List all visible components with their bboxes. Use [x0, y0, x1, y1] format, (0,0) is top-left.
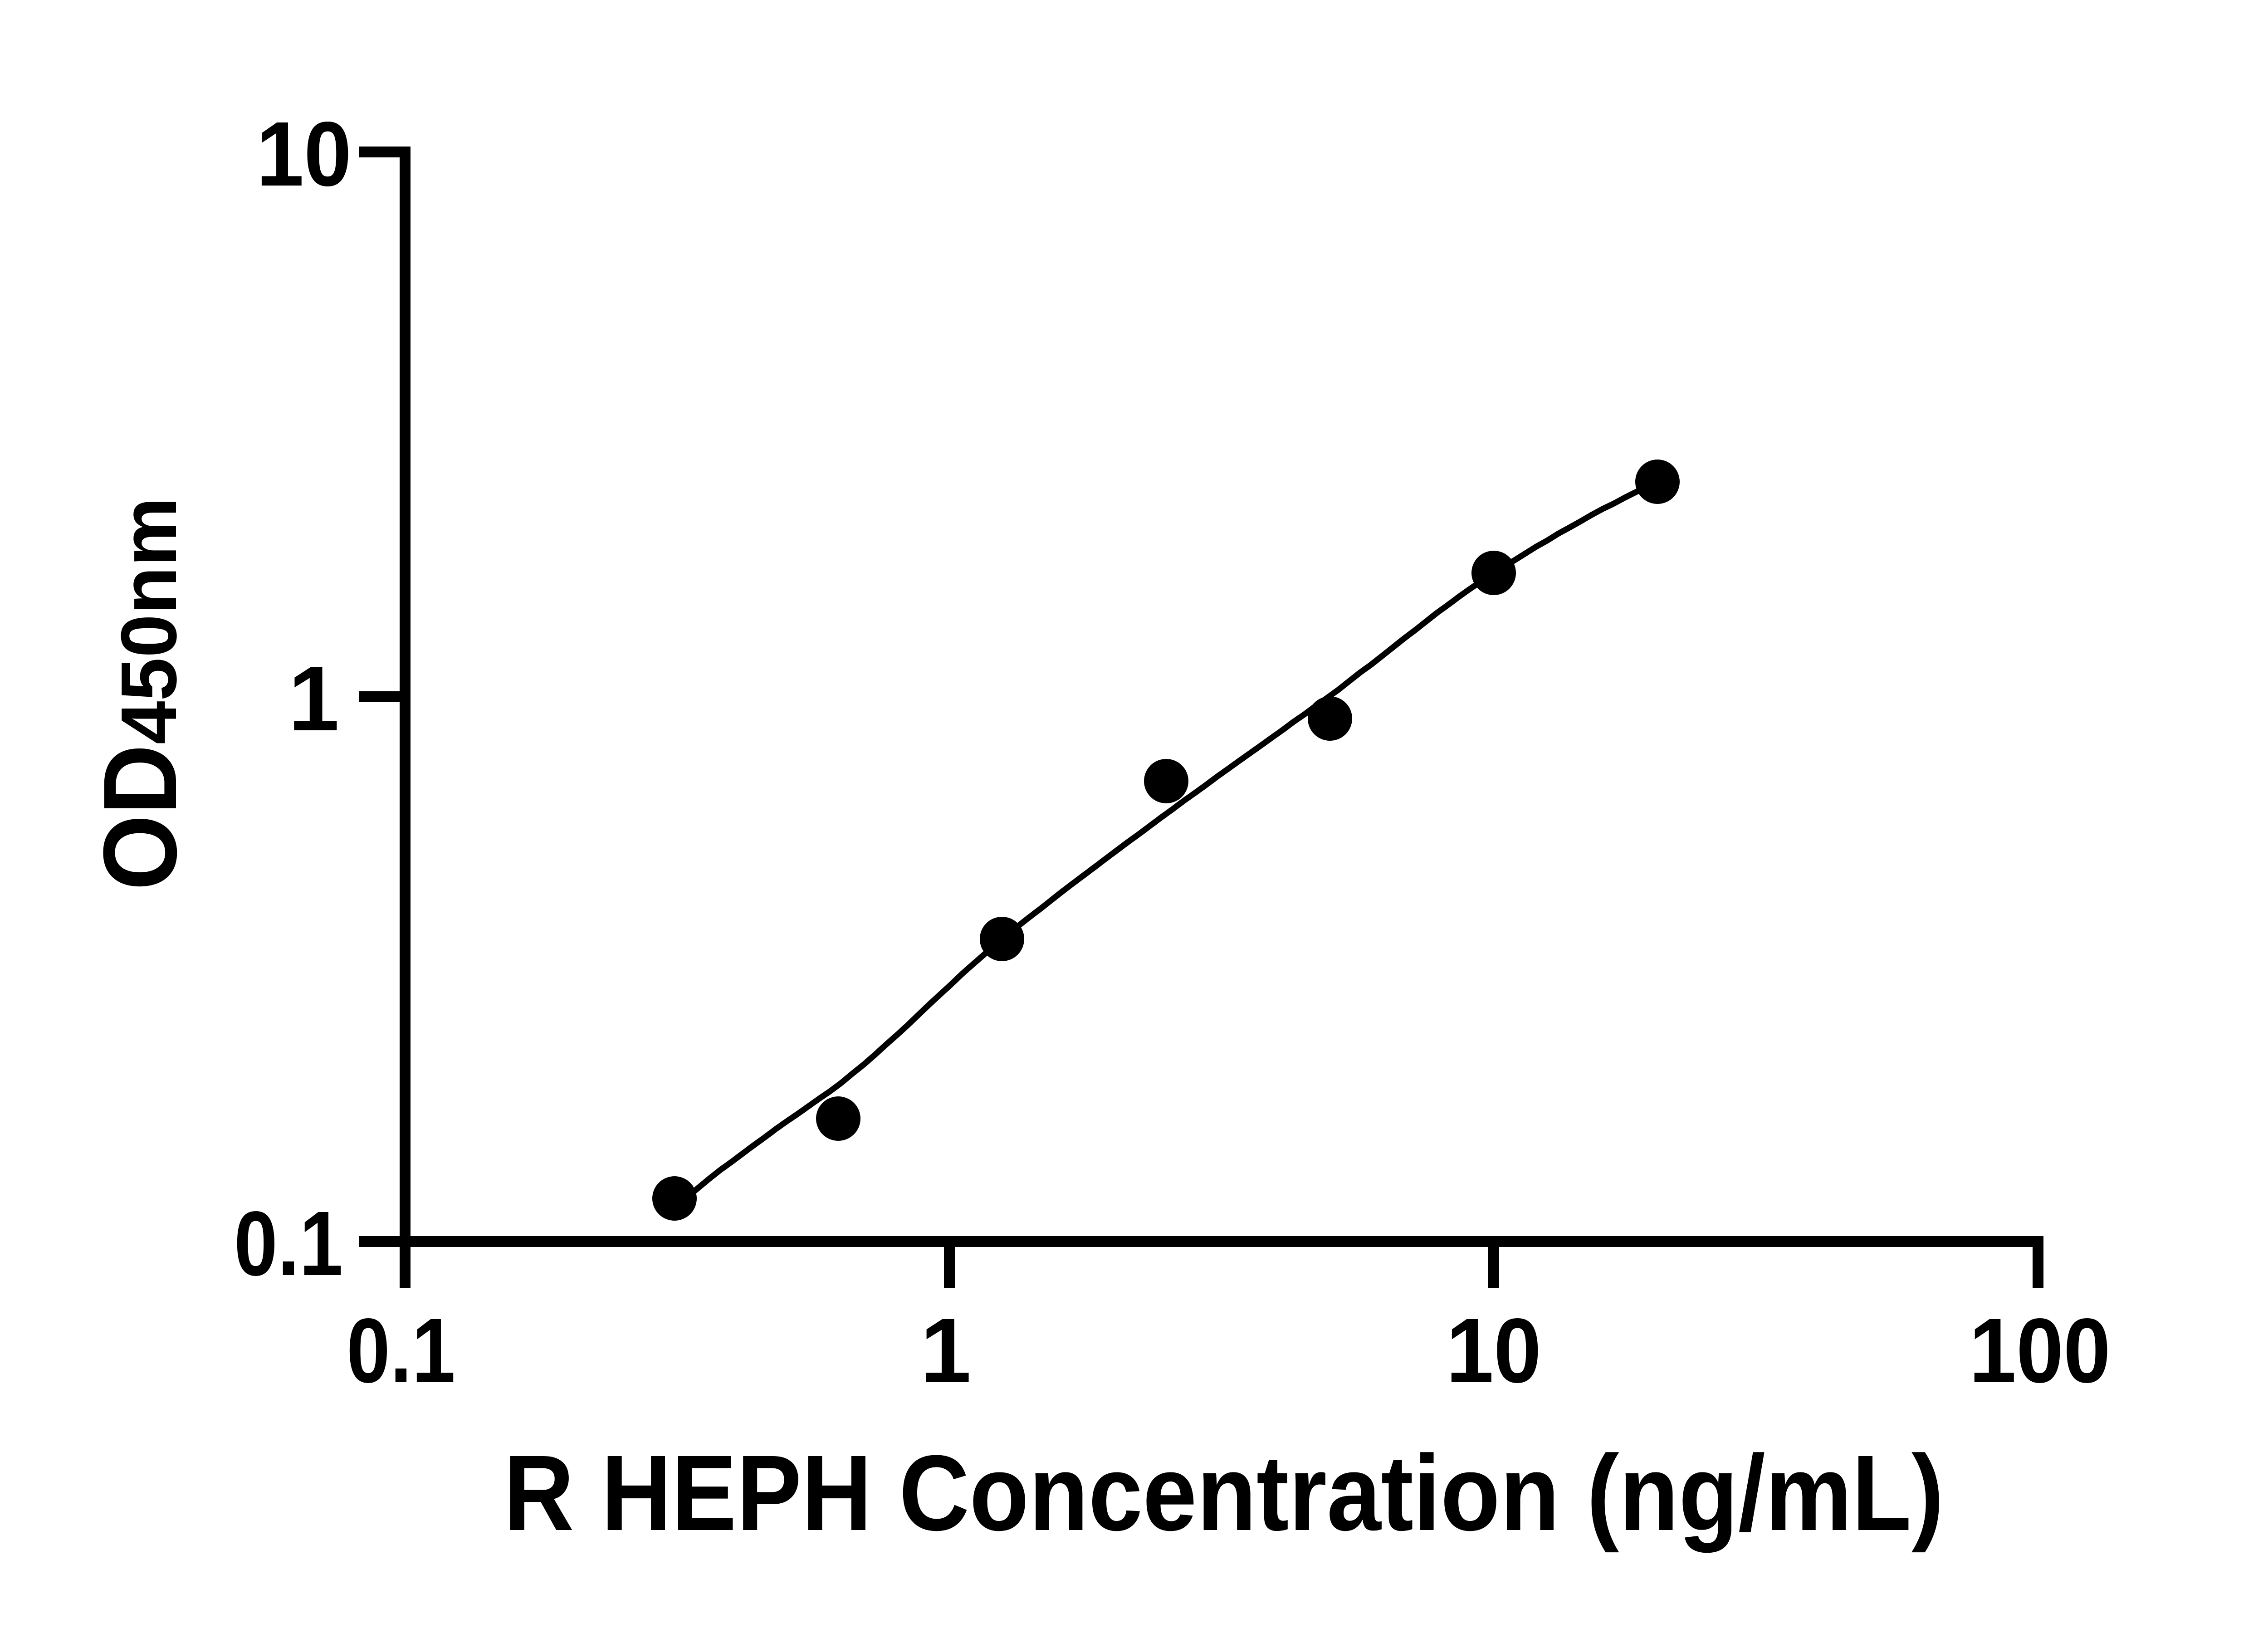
svg-text:0.1: 0.1	[347, 1299, 455, 1402]
svg-text:100: 100	[1969, 1299, 2111, 1402]
svg-text:1: 1	[288, 647, 339, 750]
svg-text:0.1: 0.1	[234, 1192, 343, 1295]
svg-text:OD: OD	[82, 744, 198, 890]
svg-text:10: 10	[1446, 1299, 1541, 1402]
svg-text:R HEPH Concentration (ng/mL): R HEPH Concentration (ng/mL)	[504, 1433, 1944, 1553]
svg-text:1: 1	[920, 1299, 971, 1402]
svg-text:450nm: 450nm	[104, 497, 193, 744]
svg-text:10: 10	[256, 103, 352, 205]
